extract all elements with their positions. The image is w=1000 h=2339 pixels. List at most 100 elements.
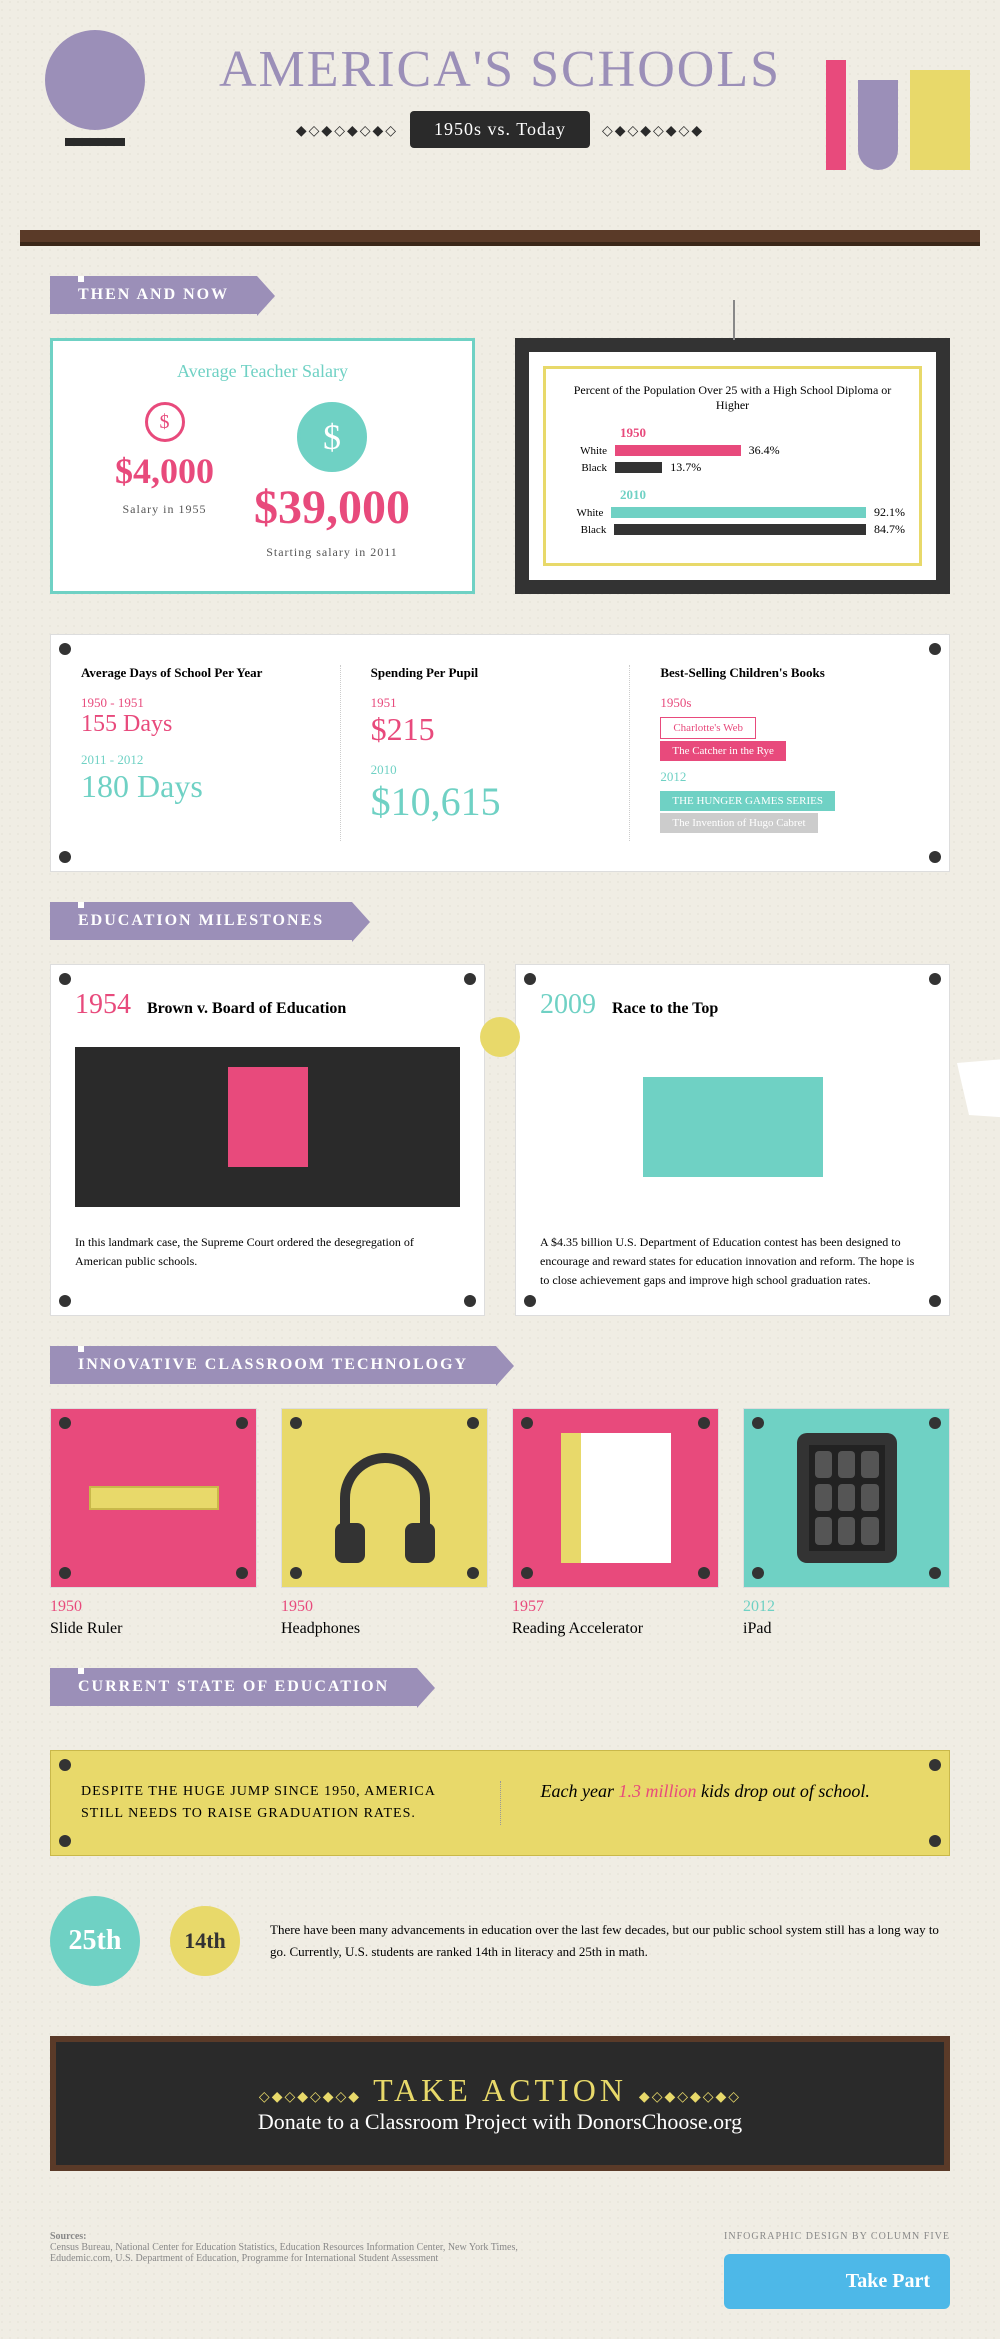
- dollar-icon: $: [297, 402, 367, 472]
- state-text: kids drop out of school.: [696, 1781, 869, 1801]
- book-icon: [826, 60, 846, 170]
- school-icon: [643, 1077, 823, 1177]
- stat-value: 155 Days: [81, 711, 320, 738]
- tech-name: Headphones: [281, 1620, 488, 1638]
- state-box: DESPITE THE HUGE JUMP SINCE 1950, AMERIC…: [50, 1750, 950, 1857]
- bar-value: 92.1%: [874, 505, 905, 520]
- bar-value: 84.7%: [874, 522, 905, 537]
- tech-card-headphones: 1950 Headphones: [281, 1408, 488, 1638]
- salary-now-label: Starting salary in 2011: [254, 545, 410, 560]
- milestone-year: 1954: [75, 989, 131, 1021]
- action-title: TAKE ACTION: [373, 2072, 627, 2108]
- bar-white-1950: [615, 445, 741, 456]
- sources-label: Sources:: [50, 2231, 86, 2242]
- tech-name: Slide Ruler: [50, 1620, 257, 1638]
- bar-value: 13.7%: [670, 460, 701, 475]
- section-banner-tech: INNOVATIVE CLASSROOM TECHNOLOGY: [50, 1346, 496, 1384]
- dollar-icon: $: [145, 402, 185, 442]
- bar-year-1950: 1950: [620, 425, 905, 441]
- header: AMERICA'S SCHOOLS ◆◇◆◇◆◇◆◇ 1950s vs. Tod…: [0, 0, 1000, 230]
- stat-year: 1950 - 1951: [81, 695, 320, 711]
- stat-value: $10,615: [371, 778, 610, 825]
- diamond-decoration: ◆◇◆◇◆◇◆◇: [639, 2089, 741, 2106]
- book-title: The Invention of Hugo Cabret: [660, 813, 817, 833]
- bar-label: White: [560, 507, 611, 519]
- bar-label: White: [560, 445, 615, 457]
- book-title: THE HUNGER GAMES SERIES: [660, 791, 835, 811]
- stat-year: 2011 - 2012: [81, 752, 320, 768]
- take-part-logo: Take Part: [724, 2254, 950, 2309]
- bar-value: 36.4%: [749, 443, 780, 458]
- state-text: Each year: [541, 1781, 619, 1801]
- stat-title: Best-Selling Children's Books: [660, 665, 899, 681]
- milestone-text: In this landmark case, the Supreme Court…: [75, 1233, 460, 1271]
- milestone-card-1954: 1954 Brown v. Board of Education In this…: [50, 964, 485, 1316]
- stat-days: Average Days of School Per Year 1950 - 1…: [81, 665, 341, 841]
- usa-map-icon: [945, 1047, 1000, 1127]
- salary-title: Average Teacher Salary: [73, 361, 452, 382]
- shelf-items: [826, 60, 970, 170]
- section-banner-then-now: THEN AND NOW: [50, 276, 257, 314]
- credit-text: INFOGRAPHIC DESIGN BY COLUMN FIVE: [724, 2231, 950, 2242]
- salary-then: $4,000: [115, 450, 214, 492]
- bar-label: Black: [560, 462, 615, 474]
- trophy-icon: [910, 70, 970, 170]
- diamond-decoration: ◇◆◇◆◇◆◇◆: [602, 123, 704, 140]
- globe-icon: [30, 30, 160, 160]
- tech-name: Reading Accelerator: [512, 1620, 719, 1638]
- courthouse-icon: [75, 1047, 460, 1207]
- book-title: Charlotte's Web: [660, 717, 756, 739]
- rank-badge-25: 25th: [50, 1896, 140, 1986]
- bar-label: Black: [560, 524, 614, 536]
- tech-name: iPad: [743, 1620, 950, 1638]
- stat-year: 1951: [371, 695, 610, 711]
- headphones-icon: [340, 1453, 430, 1543]
- state-left-text: DESPITE THE HUGE JUMP SINCE 1950, AMERIC…: [81, 1781, 501, 1826]
- milestone-title: Race to the Top: [612, 1000, 718, 1018]
- subtitle-badge: 1950s vs. Today: [410, 111, 590, 148]
- salary-then-label: Salary in 1955: [115, 502, 214, 517]
- stat-value: $215: [371, 711, 610, 748]
- shelf: [20, 230, 980, 246]
- milestone-card-2009: 2009 Race to the Top A $4.35 billion U.S…: [515, 964, 950, 1316]
- diamond-decoration: ◆◇◆◇◆◇◆◇: [296, 123, 398, 140]
- tech-card-reader: 1957 Reading Accelerator: [512, 1408, 719, 1638]
- stat-title: Average Days of School Per Year: [81, 665, 320, 681]
- tech-card-ruler: 1950 Slide Ruler: [50, 1408, 257, 1638]
- sun-icon: [480, 1017, 520, 1057]
- section-banner-state: CURRENT STATE OF EDUCATION: [50, 1668, 417, 1706]
- reader-icon: [561, 1433, 671, 1563]
- milestone-text: A $4.35 billion U.S. Department of Educa…: [540, 1233, 925, 1291]
- ipad-icon: [797, 1433, 897, 1563]
- stat-year: 1950s: [660, 695, 899, 711]
- action-subtitle: Donate to a Classroom Project with Donor…: [86, 2109, 914, 2135]
- salary-card: Average Teacher Salary $ $4,000 Salary i…: [50, 338, 475, 594]
- tech-year: 1957: [512, 1598, 719, 1616]
- stat-spending: Spending Per Pupil 1951 $215 2010 $10,61…: [371, 665, 631, 841]
- tech-year: 1950: [50, 1598, 257, 1616]
- stat-value: 180 Days: [81, 768, 320, 805]
- bar-black-2010: [614, 524, 866, 535]
- bar-white-2010: [611, 507, 866, 518]
- tech-year: 2012: [743, 1598, 950, 1616]
- milestone-year: 2009: [540, 989, 596, 1021]
- ruler-icon: [89, 1486, 219, 1510]
- stat-books: Best-Selling Children's Books 1950s Char…: [660, 665, 919, 841]
- sources-text: Census Bureau, National Center for Educa…: [50, 2242, 518, 2264]
- stat-year: 2010: [371, 762, 610, 778]
- action-box: ◇◆◇◆◇◆◇◆ TAKE ACTION ◆◇◆◇◆◇◆◇ Donate to …: [50, 2036, 950, 2171]
- diploma-title: Percent of the Population Over 25 with a…: [560, 383, 905, 413]
- bar-black-1950: [615, 462, 662, 473]
- state-right-text: Each year 1.3 million kids drop out of s…: [501, 1781, 920, 1826]
- rank-badge-14: 14th: [170, 1906, 240, 1976]
- salary-now: $39,000: [254, 480, 410, 535]
- milestone-title: Brown v. Board of Education: [147, 1000, 346, 1018]
- stats-row: Average Days of School Per Year 1950 - 1…: [50, 634, 950, 872]
- flask-icon: [858, 80, 898, 170]
- state-number: 1.3 million: [618, 1781, 696, 1801]
- rank-row: 25th 14th There have been many advanceme…: [0, 1876, 1000, 2006]
- diploma-card: Percent of the Population Over 25 with a…: [515, 338, 950, 594]
- section-banner-milestones: EDUCATION MILESTONES: [50, 902, 352, 940]
- stat-year: 2012: [660, 769, 899, 785]
- footer: Sources: Census Bureau, National Center …: [0, 2201, 1000, 2339]
